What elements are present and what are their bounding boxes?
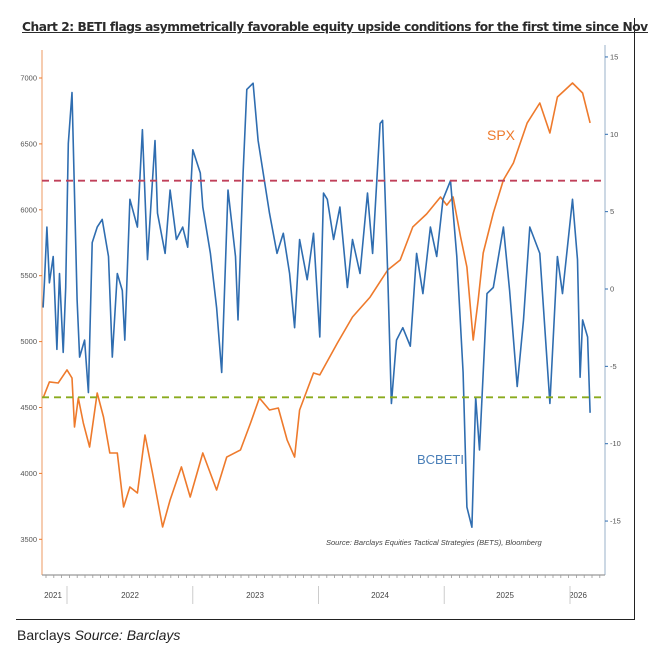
series-line-bcbeti: [42, 82, 591, 529]
right-axis-tick-label: 0: [610, 285, 614, 294]
x-axis-tick-label: 2024: [371, 591, 389, 600]
x-axis-tick-label: 2023: [246, 591, 264, 600]
x-axis-tick-label: 2021: [44, 591, 62, 600]
right-axis-tick-label: -5: [610, 362, 617, 371]
caption: Barclays Source: Barclays: [17, 627, 180, 643]
left-axis-tick-label: 4000: [20, 469, 37, 478]
right-axis-tick-label: 5: [610, 207, 614, 216]
right-axis-tick-label: 10: [610, 130, 618, 139]
spx-series-label: SPX: [487, 127, 516, 143]
left-axis-tick-label: 6500: [20, 139, 37, 148]
bcbeti-series-label: BCBETI: [417, 452, 464, 467]
left-axis-tick-label: 5500: [20, 271, 37, 280]
right-axis-tick-label: 15: [610, 52, 618, 61]
right-axis-tick-label: -10: [610, 439, 621, 448]
chart-title: Chart 2: BETI flags asymmetrically favor…: [22, 20, 648, 34]
left-axis-tick-label: 3500: [20, 535, 37, 544]
caption-prefix: Barclays: [17, 627, 71, 643]
x-axis-tick-label: 2022: [121, 591, 139, 600]
chart-frame: [16, 18, 635, 620]
left-axis-tick-label: 6000: [20, 205, 37, 214]
chart-source-note: Source: Barclays Equities Tactical Strat…: [326, 538, 542, 547]
left-axis-tick-label: 4500: [20, 403, 37, 412]
right-axis-tick-label: -15: [610, 517, 621, 526]
x-axis-tick-label: 2025: [496, 591, 514, 600]
left-axis-tick-label: 7000: [20, 74, 37, 83]
caption-source: Source: Barclays: [74, 627, 181, 643]
x-axis-tick-label: 2026: [569, 591, 587, 600]
series-line-spx: [42, 82, 591, 528]
left-axis-tick-label: 5000: [20, 337, 37, 346]
